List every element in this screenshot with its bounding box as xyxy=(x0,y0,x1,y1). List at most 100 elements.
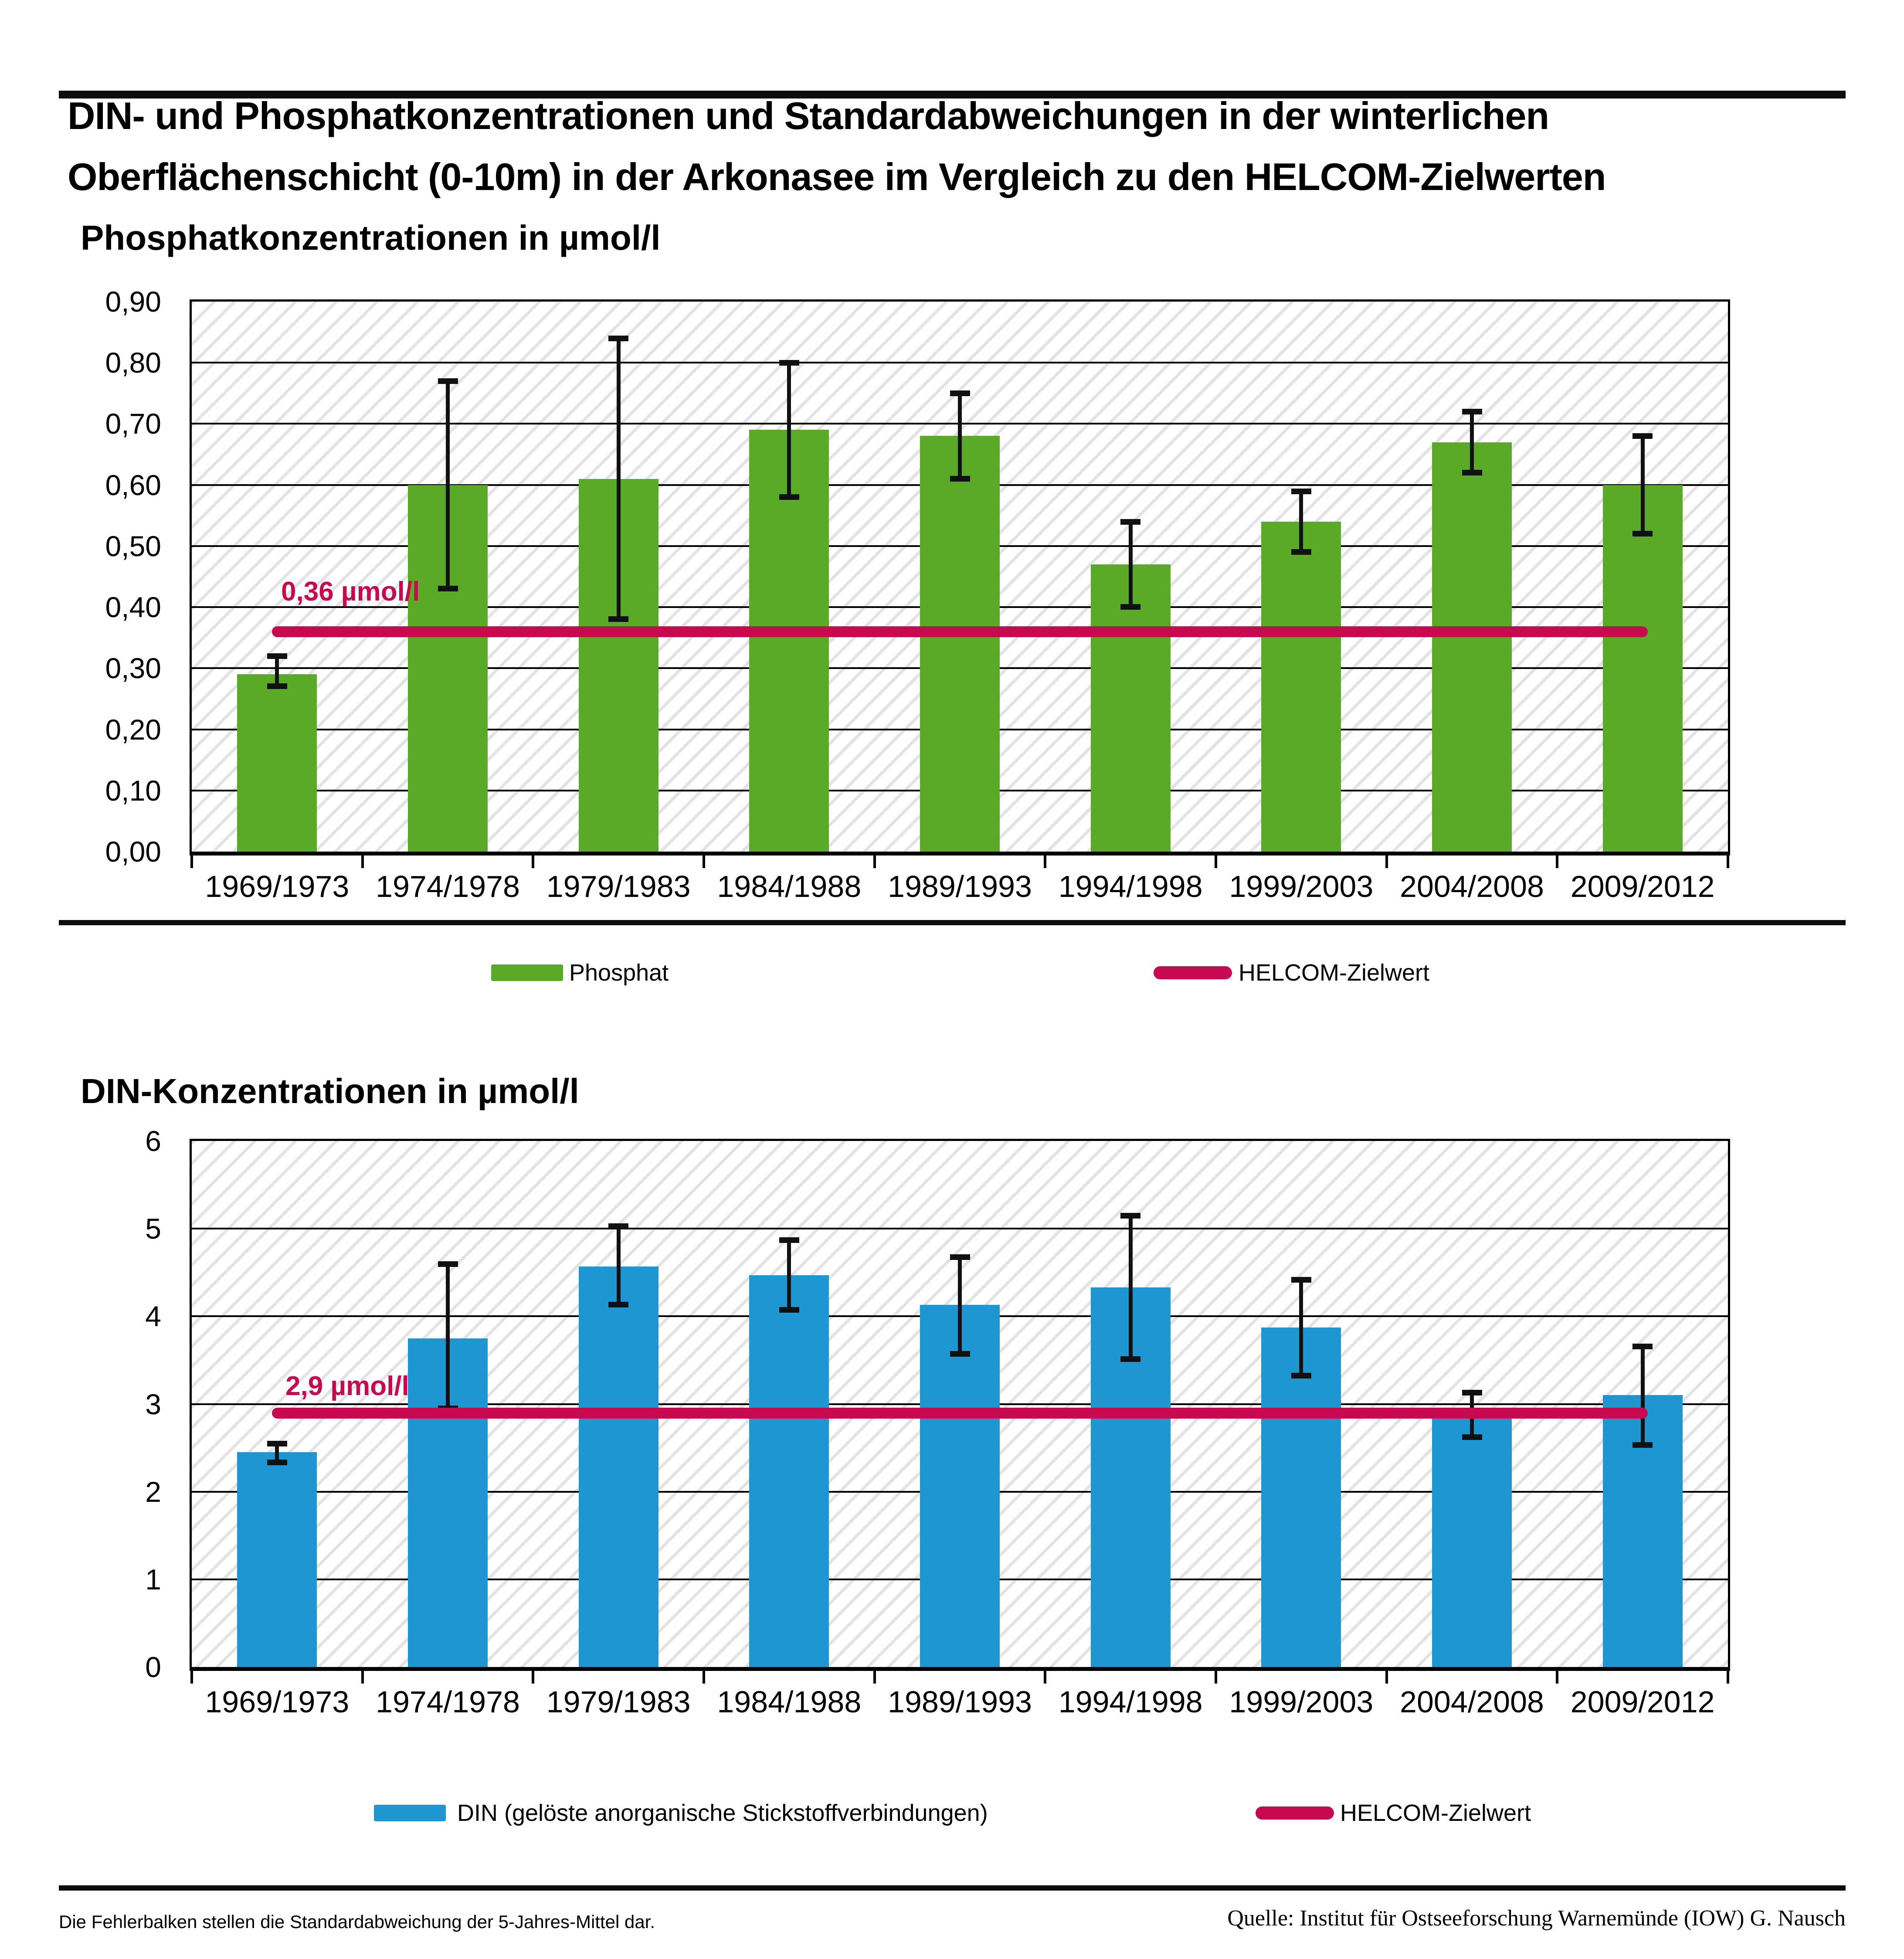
error-bar-cap-top xyxy=(608,1223,629,1229)
x-axis-category-label: 1999/2003 xyxy=(1229,1685,1374,1719)
data-bar xyxy=(237,674,317,852)
x-axis-tick xyxy=(1556,1667,1559,1684)
y-axis-tick-label: 0,30 xyxy=(105,652,161,685)
x-axis-category-label: 1994/1998 xyxy=(1058,869,1203,903)
y-axis-tick-label: 5 xyxy=(145,1212,161,1245)
data-bar xyxy=(749,1275,829,1667)
error-bar-cap-bottom xyxy=(267,1460,287,1466)
x-axis-category-label: 1984/1988 xyxy=(717,1685,862,1719)
x-axis-tick xyxy=(1215,852,1217,868)
error-bar-cap-bottom xyxy=(1632,1442,1653,1448)
x-axis-tick xyxy=(1727,1667,1729,1684)
page-title: DIN- und Phosphatkonzentrationen und Sta… xyxy=(68,85,1606,207)
error-bar-cap-top xyxy=(267,653,287,659)
x-axis-tick xyxy=(703,852,705,868)
data-bar xyxy=(749,430,829,852)
x-axis-tick xyxy=(532,1667,535,1684)
x-axis-category-label: 1974/1978 xyxy=(376,869,520,903)
data-bar xyxy=(237,1452,317,1667)
helcom-legend-label: HELCOM-Zielwert xyxy=(1239,960,1430,986)
x-axis-category-label: 1994/1998 xyxy=(1058,1685,1203,1719)
error-bar-cap-bottom xyxy=(608,1302,629,1308)
y-axis-tick-label: 0,20 xyxy=(105,713,161,746)
error-bar-cap-bottom xyxy=(1291,549,1311,555)
y-axis-tick-label: 0,10 xyxy=(105,774,161,807)
error-bar-cap-bottom xyxy=(779,1307,799,1313)
error-bar-line xyxy=(1128,1215,1133,1359)
phosphat-chart-plot-area: 0,00 0,10 0,20 0,30 0,40 0,50 0,60 0,70 0,80 0,90… xyxy=(105,287,1730,902)
error-bar-cap-top xyxy=(1462,1390,1482,1396)
gridline xyxy=(192,1228,1728,1230)
y-axis-tick-label: 0,50 xyxy=(105,530,161,562)
x-axis-tick xyxy=(1044,1667,1047,1684)
data-bar xyxy=(920,1305,1000,1667)
y-axis-tick-label: 0,70 xyxy=(105,407,161,440)
error-bar-line xyxy=(446,381,450,589)
y-axis-tick-label: 2 xyxy=(145,1475,161,1508)
error-bar-cap-top xyxy=(779,360,799,366)
data-bar xyxy=(1602,485,1683,852)
error-bar-cap-top xyxy=(1291,488,1311,494)
error-bar-cap-bottom xyxy=(438,586,458,592)
x-axis-tick xyxy=(703,1667,705,1684)
din-chart-plot-area: 0 1 2 3 4 5 6 1969/1973 1974/1978 1979/1983 1984/1… xyxy=(145,1126,1730,1718)
error-bar-cap-top xyxy=(1632,433,1653,439)
y-axis-tick-label: 1 xyxy=(145,1563,161,1596)
divider-line-2 xyxy=(59,1885,1846,1891)
x-axis-category-label: 1979/1983 xyxy=(546,1685,691,1719)
data-bar xyxy=(1432,1417,1512,1667)
data-bar xyxy=(920,436,1000,852)
x-axis-category-label: 1999/2003 xyxy=(1229,869,1374,903)
y-axis-tick-label: 0,60 xyxy=(105,469,161,501)
error-bar-cap-top xyxy=(1462,409,1482,415)
error-bar-line xyxy=(616,338,621,620)
page-title-line2: Oberflächenschicht (0-10m) in der Arkona… xyxy=(68,155,1606,198)
y-axis-tick-label: 6 xyxy=(145,1125,161,1157)
y-axis-tick-label: 3 xyxy=(145,1388,161,1420)
error-bar-cap-bottom xyxy=(950,475,970,482)
footnote-errorbars: Die Fehlerbalken stellen die Standardabw… xyxy=(59,1911,655,1932)
x-axis-category-label: 1974/1978 xyxy=(376,1685,520,1719)
error-bar-line xyxy=(616,1226,621,1305)
error-bar-cap-bottom xyxy=(1462,469,1482,475)
x-axis-tick xyxy=(532,852,535,868)
helcom-legend-swatch-2 xyxy=(1256,1806,1334,1820)
data-bar xyxy=(1432,442,1512,852)
x-axis-category-label: 2004/2008 xyxy=(1400,1685,1544,1719)
phosphat-legend-label: Phosphat xyxy=(569,960,669,986)
error-bar-cap-bottom xyxy=(608,616,629,622)
divider-line xyxy=(59,920,1846,925)
error-bar-line xyxy=(1640,436,1645,534)
x-axis-tick xyxy=(1727,852,1729,868)
x-axis-category-label: 1969/1973 xyxy=(205,1685,350,1719)
error-bar-line xyxy=(1299,1279,1303,1376)
x-axis-category-label: 2009/2012 xyxy=(1570,1685,1715,1719)
x-axis-category-label: 2004/2008 xyxy=(1400,869,1544,903)
error-bar-cap-bottom xyxy=(1120,1356,1141,1362)
error-bar-cap-top xyxy=(950,390,970,397)
error-bar-cap-bottom xyxy=(950,1351,970,1357)
y-axis-tick-label: 0,80 xyxy=(105,346,161,379)
error-bar-cap-bottom xyxy=(1632,530,1653,536)
error-bar-line xyxy=(958,393,962,479)
error-bar-line xyxy=(446,1263,450,1409)
top-rule xyxy=(59,91,1846,98)
helcom-legend-label-2: HELCOM-Zielwert xyxy=(1340,1800,1531,1826)
y-axis-tick-label: 0,00 xyxy=(105,835,161,868)
x-axis-category-label: 1984/1988 xyxy=(717,869,862,903)
error-bar-cap-bottom xyxy=(1291,1373,1311,1379)
data-bar xyxy=(1261,521,1341,852)
page-title-line1: DIN- und Phosphatkonzentrationen und Sta… xyxy=(68,94,1549,137)
y-axis-tick-label: 0 xyxy=(145,1651,161,1683)
din-legend-label: DIN (gelöste anorganische Stickstoffverb… xyxy=(457,1800,988,1826)
error-bar-cap-top xyxy=(1632,1343,1653,1349)
x-axis-category-label: 1979/1983 xyxy=(546,869,691,903)
x-axis-tick xyxy=(190,852,193,868)
data-bar xyxy=(578,1266,658,1667)
error-bar-line xyxy=(1470,411,1474,473)
data-bar xyxy=(1261,1328,1341,1667)
x-axis-tick xyxy=(190,1667,193,1684)
error-bar-cap-top xyxy=(950,1254,970,1260)
helcom-target-value-label: 0,36 µmol/l xyxy=(281,577,420,607)
